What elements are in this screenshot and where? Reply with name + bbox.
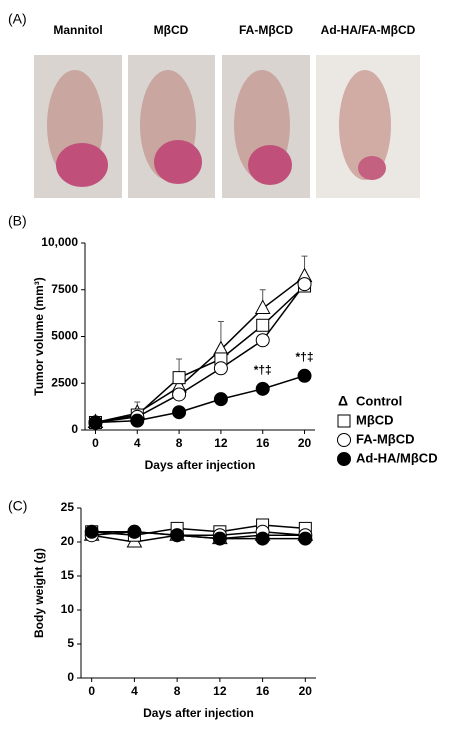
y-tick-label: 5000	[51, 329, 78, 343]
tumor	[248, 145, 292, 185]
tumor	[56, 143, 108, 187]
marker	[254, 299, 271, 314]
photo-caption: Mannitol	[53, 23, 102, 37]
series-line	[95, 285, 306, 424]
x-tick-label: 4	[134, 436, 141, 450]
y-tick-label: 0	[67, 670, 74, 684]
marker	[256, 318, 270, 332]
panel-label: (C)	[8, 498, 27, 514]
marker	[172, 371, 186, 385]
marker	[297, 368, 312, 383]
marker	[337, 433, 351, 447]
legend-label: FA-MβCD	[356, 431, 414, 446]
marker	[172, 387, 187, 402]
y-tick-label: 2500	[51, 375, 78, 389]
photo	[222, 55, 310, 198]
x-tick-label: 12	[213, 684, 227, 698]
x-axis-label: Days after injection	[145, 458, 256, 472]
photo-caption: Ad-HA/FA-MβCD	[321, 23, 416, 37]
marker	[130, 413, 145, 428]
y-axis-label: Body weight (g)	[32, 548, 46, 638]
marker	[213, 392, 228, 407]
marker	[84, 524, 99, 539]
marker	[255, 333, 270, 348]
series-line	[91, 531, 306, 540]
mouse	[339, 70, 391, 180]
panel-label: (B)	[8, 213, 27, 229]
marker	[212, 531, 227, 546]
photos	[34, 55, 420, 198]
marker	[88, 415, 103, 430]
legend-label: Control	[356, 393, 402, 408]
legend-label: Ad-HA/MβCD	[356, 450, 438, 465]
photo	[316, 55, 420, 198]
photo	[128, 55, 215, 198]
photo	[34, 55, 122, 198]
x-tick-label: 0	[88, 684, 95, 698]
y-tick-label: 10	[61, 602, 75, 616]
marker	[297, 277, 312, 292]
y-tick-label: 10,000	[41, 235, 78, 249]
y-tick-label: 5	[67, 636, 74, 650]
marker	[337, 414, 351, 428]
annotation: *†‡	[254, 363, 272, 377]
x-axis-label: Days after injection	[143, 706, 254, 720]
tumor	[154, 140, 202, 184]
tumor	[358, 156, 386, 180]
series-line	[95, 283, 306, 424]
marker	[255, 531, 270, 546]
marker	[213, 361, 228, 376]
x-tick-label: 4	[131, 684, 138, 698]
y-tick-label: 15	[61, 568, 75, 582]
photo-caption: FA-MβCD	[239, 23, 293, 37]
legend-symbol: Δ	[338, 393, 348, 409]
marker	[127, 524, 142, 539]
x-tick-label: 8	[176, 436, 183, 450]
marker	[298, 531, 313, 546]
x-tick-label: 20	[299, 684, 313, 698]
panel-label: (A)	[8, 11, 27, 27]
x-tick-label: 12	[214, 436, 228, 450]
x-tick-label: 8	[174, 684, 181, 698]
y-tick-label: 7500	[51, 282, 78, 296]
y-axis-label: Tumor volume (mm³)	[32, 277, 46, 395]
series-line	[91, 524, 306, 536]
marker	[337, 452, 351, 466]
x-tick-label: 0	[92, 436, 99, 450]
marker	[172, 405, 187, 420]
x-tick-label: 20	[298, 436, 312, 450]
marker	[170, 528, 185, 543]
annotation: *†‡	[296, 350, 314, 364]
x-tick-label: 16	[256, 436, 270, 450]
photo-caption: MβCD	[154, 23, 189, 37]
x-tick-label: 16	[256, 684, 270, 698]
y-tick-label: 0	[71, 422, 78, 436]
legend-label: MβCD	[356, 412, 394, 427]
y-tick-label: 25	[61, 500, 75, 514]
marker	[255, 381, 270, 396]
y-tick-label: 20	[61, 534, 75, 548]
series-line	[95, 276, 305, 424]
